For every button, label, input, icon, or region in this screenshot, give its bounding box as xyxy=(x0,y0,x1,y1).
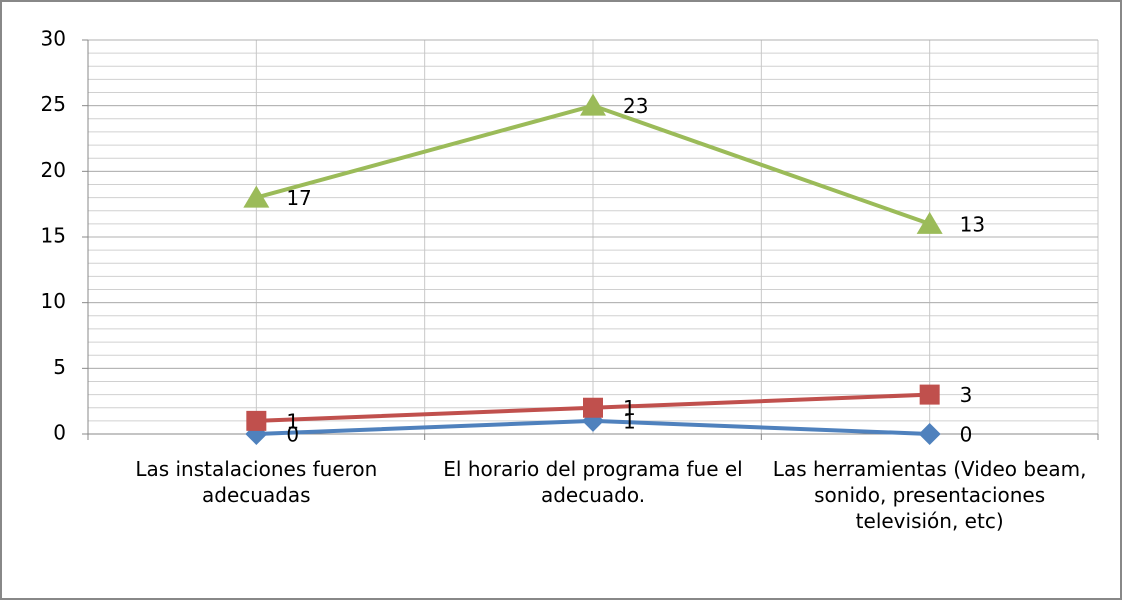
data-label: 13 xyxy=(960,212,985,236)
data-label: 1 xyxy=(623,396,636,420)
x-tick-label: El horario del programa fue el adecuado. xyxy=(443,457,743,507)
marker xyxy=(916,211,943,234)
marker xyxy=(583,397,603,418)
data-label: 0 xyxy=(960,423,973,447)
marker xyxy=(580,93,606,116)
y-tick-label: 30 xyxy=(41,27,66,51)
y-tick-label: 15 xyxy=(41,224,66,248)
y-tick-label: 5 xyxy=(53,355,66,379)
marker xyxy=(246,410,267,431)
data-label: 17 xyxy=(286,186,311,210)
marker xyxy=(919,384,940,405)
x-tick-label: Las herramientas (Video beam, sonido, pr… xyxy=(772,457,1087,533)
marker xyxy=(243,185,270,208)
y-tick-label: 20 xyxy=(41,158,66,182)
data-label: 1 xyxy=(286,409,299,433)
y-tick-label: 0 xyxy=(53,421,66,445)
data-label: 3 xyxy=(960,383,973,407)
y-tick-label: 10 xyxy=(41,289,66,313)
marker xyxy=(918,423,941,445)
data-label: 23 xyxy=(623,94,648,118)
y-tick-label: 25 xyxy=(41,92,66,116)
data-label: 0 xyxy=(286,423,299,447)
x-tick-label: Las instalaciones fueron adecuadas xyxy=(135,457,378,507)
data-label: 1 xyxy=(623,409,636,433)
